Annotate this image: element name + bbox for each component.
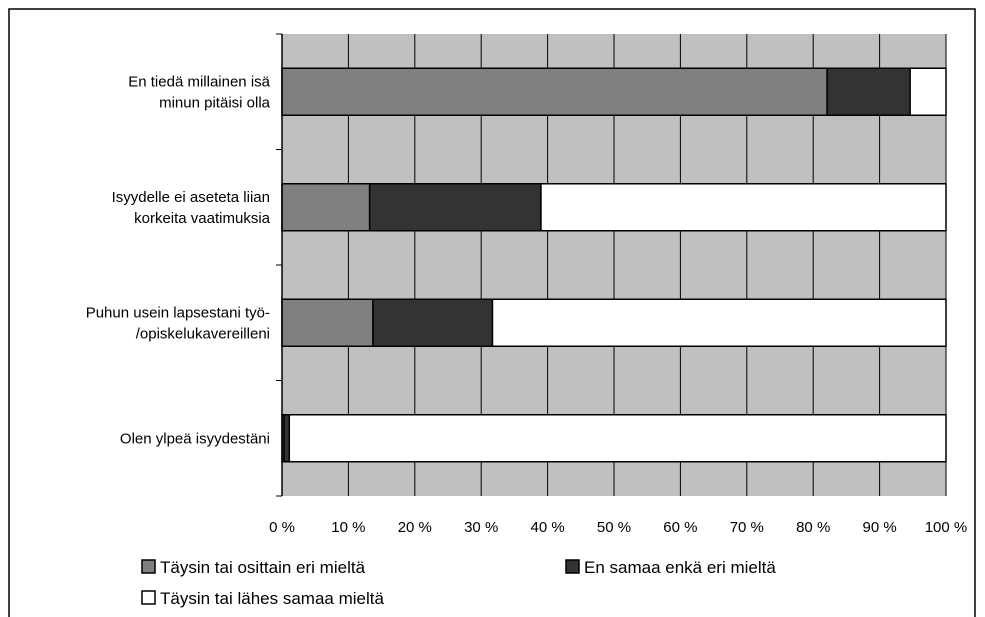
- x-tick-label: 0 %: [269, 519, 295, 536]
- legend-label: En samaa enkä eri mieltä: [584, 558, 776, 577]
- bar-segment: [372, 298, 494, 347]
- x-tick-label: 40 %: [530, 519, 564, 536]
- x-tick-label: 70 %: [730, 519, 764, 536]
- plot-area: [276, 33, 947, 497]
- x-tick-label: 30 %: [464, 519, 498, 536]
- x-axis-tick-labels: 0 % 10 % 20 % 30 % 40 % 50 % 60 % 70 % 80 % 90 % 1…: [269, 519, 967, 536]
- legend-label: Täysin tai lähes samaa mieltä: [160, 589, 384, 608]
- x-tick-label: 10 %: [331, 519, 365, 536]
- x-tick-label: 60 %: [663, 519, 697, 536]
- category-label: Puhun usein lapsestani työ-: [86, 304, 270, 321]
- bar-segment: [288, 414, 947, 463]
- legend-swatch: [141, 559, 156, 574]
- x-tick-label: 80 %: [796, 519, 830, 536]
- x-tick-label: 90 %: [862, 519, 896, 536]
- legend: Täysin tai osittain eri mieltä En samaa e…: [141, 558, 776, 608]
- bar-segment: [491, 298, 947, 347]
- category-label: /opiskelukavereilleni: [136, 325, 270, 342]
- category-label: korkeita vaatimuksia: [134, 210, 271, 227]
- bar-segment: [909, 67, 947, 116]
- category-label: minun pitäisi olla: [159, 94, 271, 111]
- category-labels: En tiedä millainen isä minun pitäisi olla…: [86, 73, 271, 447]
- bar-segment: [826, 67, 911, 116]
- legend-swatch: [141, 590, 156, 605]
- bar-segment: [281, 183, 371, 232]
- category-label: Isyydelle ei aseteta liian: [112, 189, 270, 206]
- bar-segment: [540, 183, 947, 232]
- bar-segment: [368, 183, 542, 232]
- x-tick-label: 50 %: [597, 519, 631, 536]
- bar-segment: [281, 67, 828, 116]
- legend-swatch: [565, 559, 580, 574]
- x-tick-label: 20 %: [398, 519, 432, 536]
- legend-label: Täysin tai osittain eri mieltä: [160, 558, 366, 577]
- x-tick-label: 100 %: [925, 519, 968, 536]
- category-label: En tiedä millainen isä: [128, 73, 270, 90]
- bar-segment: [283, 414, 291, 463]
- category-label: Olen ylpeä isyydestäni: [120, 430, 270, 447]
- bar-segment: [281, 298, 374, 347]
